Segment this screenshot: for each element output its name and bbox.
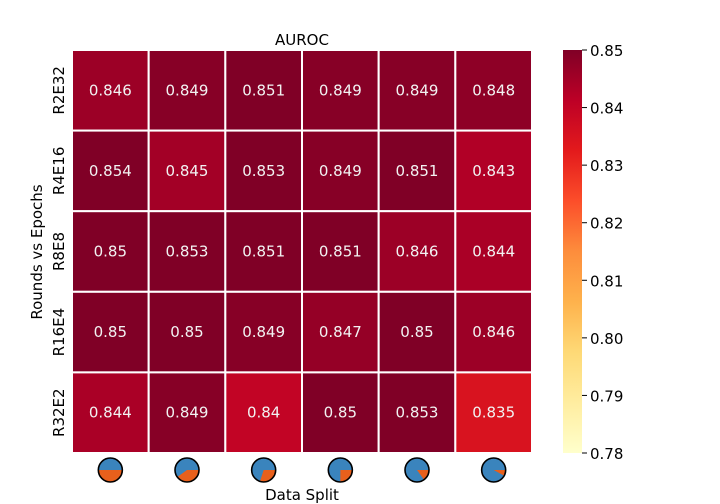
heatmap-cell (224, 290, 303, 374)
heatmap-cell (301, 290, 380, 374)
pie-icon (404, 457, 430, 483)
pie-icon (327, 457, 354, 483)
colorbar-tick-label: 0.78 (590, 445, 623, 463)
heatmap-cell (454, 371, 534, 454)
row-label: R32E2 (50, 388, 68, 437)
colorbar-tick-label: 0.79 (590, 387, 623, 405)
cell-value-label: 0.853 (166, 243, 209, 261)
heatmap-cell (224, 371, 303, 454)
cell-value-label: 0.849 (319, 81, 362, 99)
y-axis-label: Rounds vs Epochs (28, 184, 46, 319)
heatmap-cell (71, 49, 150, 132)
cell-value-label: 0.85 (94, 243, 127, 261)
heatmap-cell (454, 49, 534, 132)
cell-value-label: 0.851 (396, 162, 439, 180)
heatmap-cell (301, 371, 380, 454)
heatmap-cell (454, 129, 534, 213)
row-labels: R2E32 R4E16 R8E8 R16E4 R32E2 (50, 66, 68, 437)
heatmap-cell (147, 129, 227, 213)
cell-value-label: 0.853 (396, 404, 439, 422)
colorbar-tick-label: 0.82 (590, 215, 623, 233)
cell-value-label: 0.848 (472, 81, 515, 99)
heatmap-cell (147, 49, 227, 132)
cell-value-label: 0.835 (472, 404, 515, 422)
colorbar-ticks: 0.78 0.79 0.80 0.81 0.82 0.83 0.84 0.85 (582, 42, 623, 463)
cell-value-label: 0.851 (242, 81, 285, 99)
heatmap-cell (377, 210, 457, 293)
cell-value-label: 0.85 (94, 323, 127, 341)
heatmap-cell (301, 210, 380, 293)
cell-value-label: 0.85 (324, 404, 357, 422)
cell-value-label: 0.844 (472, 243, 515, 261)
colorbar (563, 50, 582, 453)
cell-value-label: 0.846 (89, 81, 132, 99)
cell-value-label: 0.849 (166, 404, 209, 422)
heatmap-cell (377, 290, 457, 374)
cell-value-label: 0.846 (472, 323, 515, 341)
cell-value-label: 0.84 (247, 404, 280, 422)
cell-value-label: 0.849 (319, 162, 362, 180)
cell-value-label: 0.85 (400, 323, 433, 341)
column-icons (97, 457, 507, 483)
heatmap-cell (301, 129, 380, 213)
heatmap-cell (71, 371, 150, 454)
cell-value-label: 0.846 (396, 243, 439, 261)
heatmap-cell (147, 290, 227, 374)
x-axis-label: Data Split (265, 486, 339, 504)
row-label: R4E16 (50, 147, 68, 196)
pie-icon (174, 457, 200, 483)
row-label: R8E8 (50, 232, 68, 271)
cell-value-label: 0.851 (242, 243, 285, 261)
cell-value-label: 0.849 (166, 81, 209, 99)
cell-value-label: 0.851 (319, 243, 362, 261)
cell-value-label: 0.847 (319, 323, 362, 341)
colorbar-tick-label: 0.85 (590, 42, 623, 60)
pie-icon (97, 457, 124, 483)
colorbar-tick-label: 0.81 (590, 272, 623, 290)
row-label: R16E4 (50, 308, 68, 357)
heatmap-cell (454, 210, 534, 293)
colorbar-tick-label: 0.83 (590, 157, 623, 175)
heatmap-cell (454, 290, 534, 374)
heatmap-cell (147, 210, 227, 293)
cell-value-label: 0.85 (170, 323, 203, 341)
colorbar-tick-label: 0.84 (590, 100, 623, 118)
pie-icon (480, 457, 507, 483)
cell-value-label: 0.853 (242, 162, 285, 180)
cell-value-label: 0.849 (396, 81, 439, 99)
row-label: R2E32 (50, 66, 68, 115)
cell-value-label: 0.845 (166, 162, 209, 180)
pie-icon (250, 457, 277, 483)
heatmap-cell (71, 290, 150, 374)
chart-title: AUROC (275, 31, 329, 49)
cell-value-label: 0.843 (472, 162, 515, 180)
heatmap-cell (377, 371, 457, 454)
cell-value-label: 0.854 (89, 162, 132, 180)
heatmap-cells: 0.846 0.849 0.851 0.849 0.849 0.848 0.854 0.845… (71, 49, 534, 454)
cell-value-label: 0.844 (89, 404, 132, 422)
cell-value-label: 0.849 (242, 323, 285, 341)
colorbar-tick-label: 0.80 (590, 330, 623, 348)
